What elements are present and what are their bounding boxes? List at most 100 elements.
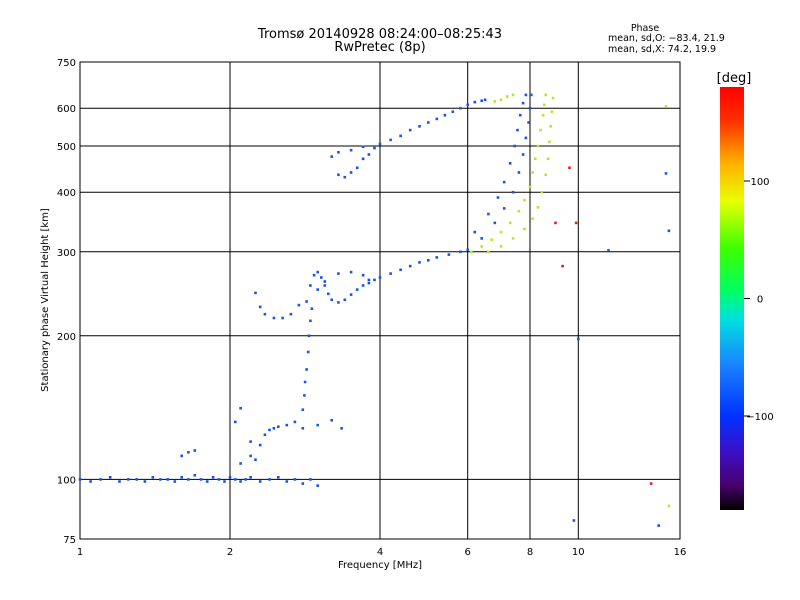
data-point-o [316,484,319,487]
data-point-o [254,458,257,461]
data-point-o [268,478,271,481]
data-point-o [307,334,311,338]
data-point-o [367,281,371,285]
data-point-x [541,113,545,117]
data-point-o [258,480,262,483]
data-point-o [349,293,353,296]
colorbar-tick-label: 0 [757,295,763,306]
data-point-o [297,303,301,307]
data-point-x [544,173,547,177]
data-point-x [550,110,554,113]
data-point-o [355,166,359,170]
data-point-o [343,175,347,179]
data-point-o [330,155,333,158]
data-point-o [127,478,130,481]
data-point-o [180,476,183,479]
data-points [78,93,671,527]
data-point-o [293,478,297,481]
data-point-o [513,144,516,148]
data-point-x [549,125,552,128]
data-point-o [249,440,252,443]
data-point-o [349,270,353,274]
data-point-o [254,291,257,295]
data-point-o [483,98,487,102]
data-point-o [301,482,305,485]
data-point-x [499,245,503,248]
data-point-o [323,284,327,287]
data-point-o [211,476,215,479]
data-point-o [577,337,580,341]
y-tick-label: 750 [57,58,76,69]
data-point-o [528,106,532,110]
x-tick-label: 6 [465,547,471,558]
data-point-x [493,100,497,103]
data-point-o [521,153,525,156]
data-point-o [309,478,312,481]
data-point-x [531,217,534,220]
data-point-x [499,230,503,234]
data-point-o [521,101,525,105]
data-point-o [493,221,497,225]
data-point-o [187,451,190,454]
data-point-o [480,237,483,240]
data-point-o [187,478,190,481]
x-tick-label: 16 [674,547,687,558]
chart-title: Tromsø 20140928 08:24:00–08:25:43 [257,27,502,42]
data-point-o [361,157,365,161]
data-point-x [499,98,503,102]
data-point-o [316,270,319,274]
data-point-o [159,478,162,481]
data-point-o [217,478,221,481]
data-point-x [544,93,547,97]
data-point-o [305,368,308,371]
data-point-o [447,253,451,256]
data-point-o [301,427,305,430]
data-point-o [367,153,371,156]
data-point-o [263,312,267,316]
data-point [649,482,653,485]
x-tick-label: 2 [227,547,233,558]
data-point-x [536,144,540,148]
x-tick-label: 4 [377,547,383,558]
data-point-o [108,476,112,479]
colorbar-tick-label: 100 [750,177,769,188]
data-point-o [263,433,267,437]
data-point-o [435,117,439,121]
data-point-o [349,171,353,174]
data-point-x [480,245,483,248]
colorbar-label: [deg] [717,71,752,86]
data-point-o [118,480,121,483]
data-point-o [427,121,430,124]
data-point-o [99,478,102,481]
data-point-x [528,185,532,189]
data-point-o [89,480,92,483]
data-point-o [223,480,226,483]
data-point-o [343,298,347,302]
data-point-x [523,198,526,202]
data-point-o [524,136,528,140]
data-point-o [143,480,147,483]
data-point-o [277,476,280,479]
data-point-o [258,305,262,309]
data-point-o [524,93,528,97]
data-point-o [473,230,477,234]
data-point-o [517,171,521,174]
data-point-x [543,103,546,107]
data-point-o [607,249,610,252]
data-point-o [389,272,392,275]
data-point-o [355,288,359,291]
y-tick-label: 75 [63,535,76,546]
data-point-o [285,423,289,427]
data-point-o [323,280,327,283]
y-tick-label: 400 [57,188,76,199]
data-point-x [548,140,551,144]
data-point-o [435,256,439,259]
data-point-o [258,443,262,447]
data-point-o [480,99,483,103]
data-point-x [551,96,555,100]
data-point-o [361,284,365,287]
data-point-x [487,250,490,254]
data-point-o [239,462,242,465]
data-point-o [306,350,310,354]
